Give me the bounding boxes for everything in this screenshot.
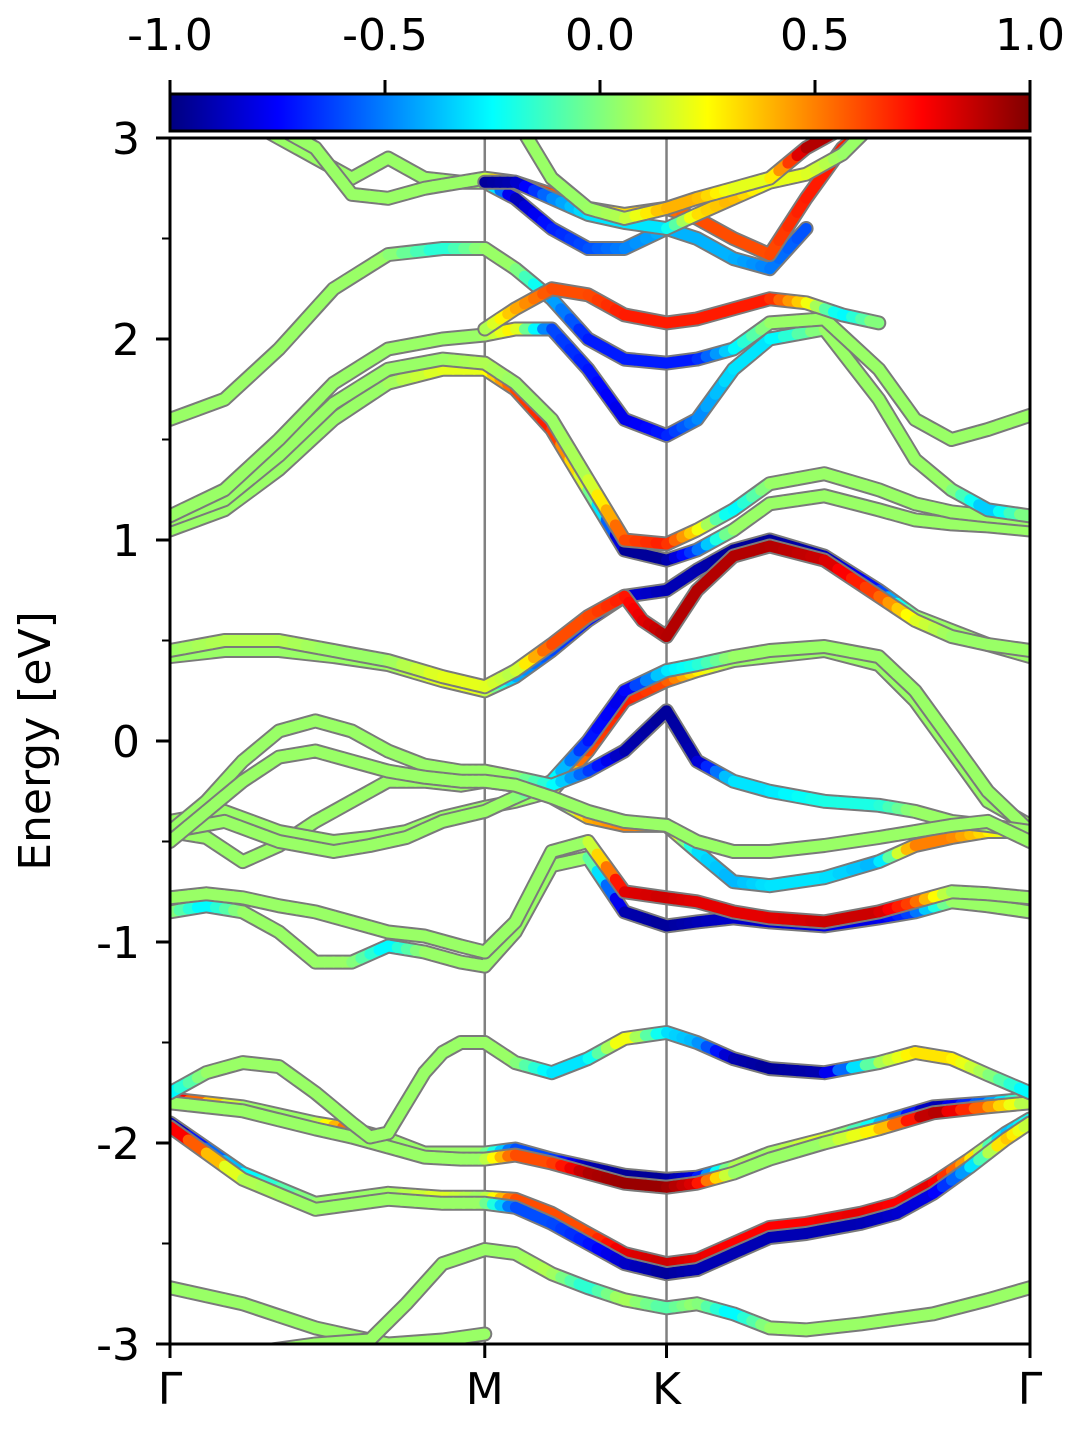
band-15	[170, 538, 1030, 695]
kpoint-label: M	[466, 1364, 504, 1415]
band-segment	[1014, 891, 1030, 904]
band-segment	[1014, 904, 1030, 918]
band-segment	[225, 1354, 243, 1357]
band-8	[170, 834, 1030, 960]
bands	[170, 70, 1030, 1362]
band-outline	[281, 138, 867, 263]
plot-area: -3 -2 -1 0 1 2 3 Γ M K Γ	[96, 70, 1043, 1415]
colorbar-tick-label: -0.5	[342, 10, 428, 61]
band-22	[188, 70, 867, 263]
band-segment	[1014, 1282, 1030, 1297]
band-segment	[1014, 508, 1030, 522]
band-segment	[1014, 1097, 1030, 1110]
band-segment	[1014, 831, 1030, 847]
band-segment	[1014, 1082, 1030, 1099]
colorbar-tick-label: 0.5	[780, 10, 850, 61]
y-tick-label: -1	[96, 918, 140, 969]
band-segment	[188, 1359, 206, 1362]
y-tick-label: -2	[96, 1119, 140, 1170]
band-segment	[275, 1343, 282, 1344]
band-12	[170, 703, 1030, 839]
y-tick-label: 2	[112, 315, 140, 366]
band-17	[170, 351, 1030, 552]
kpoint-label: Γ	[158, 1364, 183, 1415]
y-tick-label: -3	[96, 1320, 140, 1371]
band-3	[170, 1115, 1030, 1282]
kpoint-label: Γ	[1018, 1364, 1043, 1415]
colorbar-tick-label: 1.0	[995, 10, 1065, 61]
colorbar-tick-label: -1.0	[127, 10, 213, 61]
band-1	[188, 1242, 1030, 1362]
band-24	[518, 138, 840, 226]
band-11	[170, 639, 1030, 859]
band-segment	[846, 138, 866, 151]
band-segment	[206, 1357, 224, 1360]
band-segment	[1014, 409, 1030, 425]
band-20	[477, 281, 887, 337]
band-18	[170, 321, 1030, 524]
band-19	[170, 241, 1030, 447]
y-axis-label: Energy [eV]	[10, 611, 61, 871]
band-segment	[276, 1341, 303, 1344]
band-4	[170, 1091, 1030, 1187]
colorbar-ticks: -1.0 -0.5 0.0 0.5 1.0	[127, 10, 1065, 94]
band-segment	[864, 315, 885, 329]
band-segment	[468, 1328, 491, 1341]
band-segment	[791, 223, 812, 244]
colorbar-tick-label: 0.0	[565, 10, 635, 61]
band-0	[170, 1280, 493, 1344]
y-tick-label: 3	[112, 114, 140, 165]
band-segment	[243, 1352, 261, 1355]
y-tick-label: 0	[112, 717, 140, 768]
band-segment	[1014, 523, 1030, 536]
band-6	[170, 1025, 1030, 1145]
y-tick-label: 1	[112, 516, 140, 567]
band-outline	[260, 1242, 1030, 1344]
band-13	[170, 743, 1030, 859]
y-axis-ticks: -3 -2 -1 0 1 2 3	[96, 114, 170, 1371]
band-segment	[188, 70, 206, 83]
colorbar-gradient	[168, 92, 1032, 133]
colorbar: -1.0 -0.5 0.0 0.5 1.0	[127, 10, 1065, 133]
band-segment	[1014, 643, 1030, 656]
kpoint-label: K	[652, 1364, 682, 1415]
band-segment	[170, 78, 188, 88]
